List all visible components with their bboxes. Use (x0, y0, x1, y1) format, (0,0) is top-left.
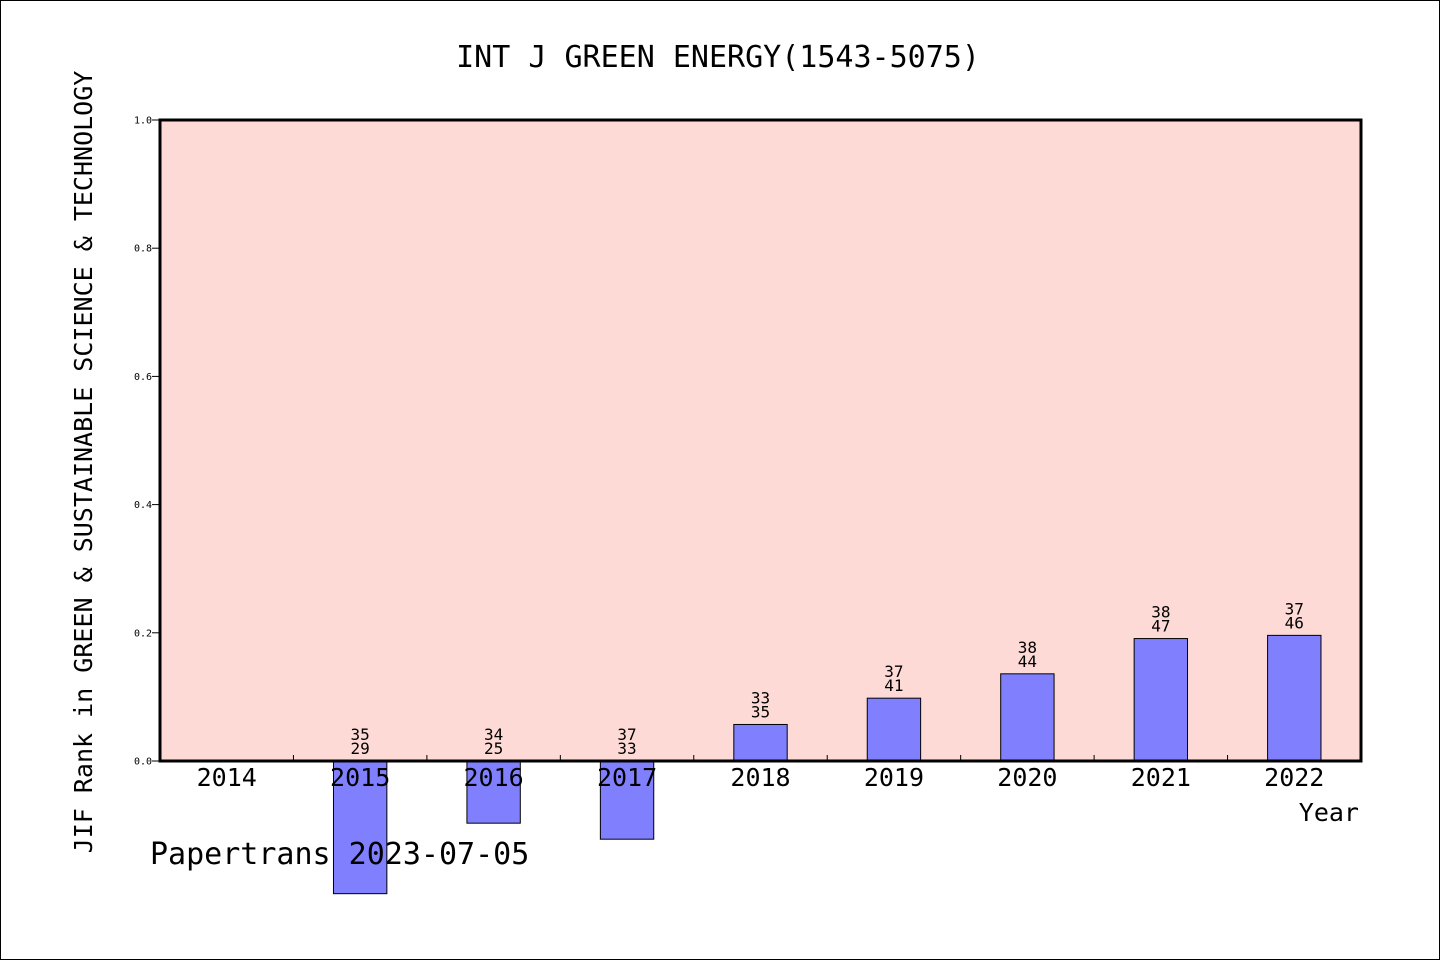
y-tick-label: 0.8 (134, 244, 152, 255)
y-tick-label: 1.0 (134, 116, 152, 127)
x-category-label: 2018 (730, 763, 790, 792)
bar-rank-label: 33 (751, 688, 770, 707)
chart-title: INT J GREEN ENERGY(1543-5075) (456, 40, 980, 75)
x-category-label: 2019 (864, 763, 924, 792)
bar-2019 (866, 697, 922, 762)
ticks-layer (152, 119, 1229, 762)
bar-total-label: 35 (751, 702, 770, 721)
plot-area-frame (158, 118, 1363, 763)
bar-rank-label: 37 (617, 725, 636, 744)
y-axis-label: JIF Rank in GREEN & SUSTAINABLE SCIENCE … (69, 71, 98, 854)
bar-total-label: 41 (884, 676, 903, 695)
bar-2021 (1133, 638, 1189, 762)
x-category-label: 2016 (464, 763, 524, 792)
x-category-label: 2020 (997, 763, 1057, 792)
y-tick-label: 0.6 (134, 372, 152, 383)
y-tick-label: 0.2 (134, 628, 152, 639)
bar-rank-label: 37 (1285, 599, 1304, 618)
bar-total-label: 25 (484, 739, 503, 758)
bar-rank-label: 35 (351, 725, 370, 744)
x-category-label: 2021 (1131, 763, 1191, 792)
bar-2022 (1267, 634, 1322, 762)
x-category-label: 2015 (330, 763, 390, 792)
x-category-label: 2017 (597, 763, 657, 792)
bar-2017 (599, 760, 655, 840)
bar-rank-label: 37 (884, 662, 903, 681)
bar-2018 (733, 723, 788, 762)
x-category-label: 2022 (1264, 763, 1324, 792)
bar-rank-label: 38 (1151, 603, 1170, 622)
bar-total-label: 47 (1151, 617, 1170, 636)
bar-total-label: 44 (1018, 652, 1037, 671)
bars-layer (332, 634, 1322, 895)
bar-total-label: 46 (1285, 613, 1304, 632)
bar-total-label: 33 (617, 739, 636, 758)
bar-total-label: 29 (351, 739, 370, 758)
x-axis-label: Year (1299, 798, 1359, 827)
bar-rank-label: 38 (1018, 638, 1037, 657)
x-category-label: 2014 (197, 763, 257, 792)
watermark-text: Papertrans 2023-07-05 (150, 837, 529, 872)
y-tick-label: 0.4 (134, 500, 152, 511)
bar-2016 (466, 760, 521, 824)
y-tick-label: 0.0 (134, 757, 152, 768)
bar-rank-label: 34 (484, 725, 503, 744)
bar-2020 (1000, 673, 1055, 762)
